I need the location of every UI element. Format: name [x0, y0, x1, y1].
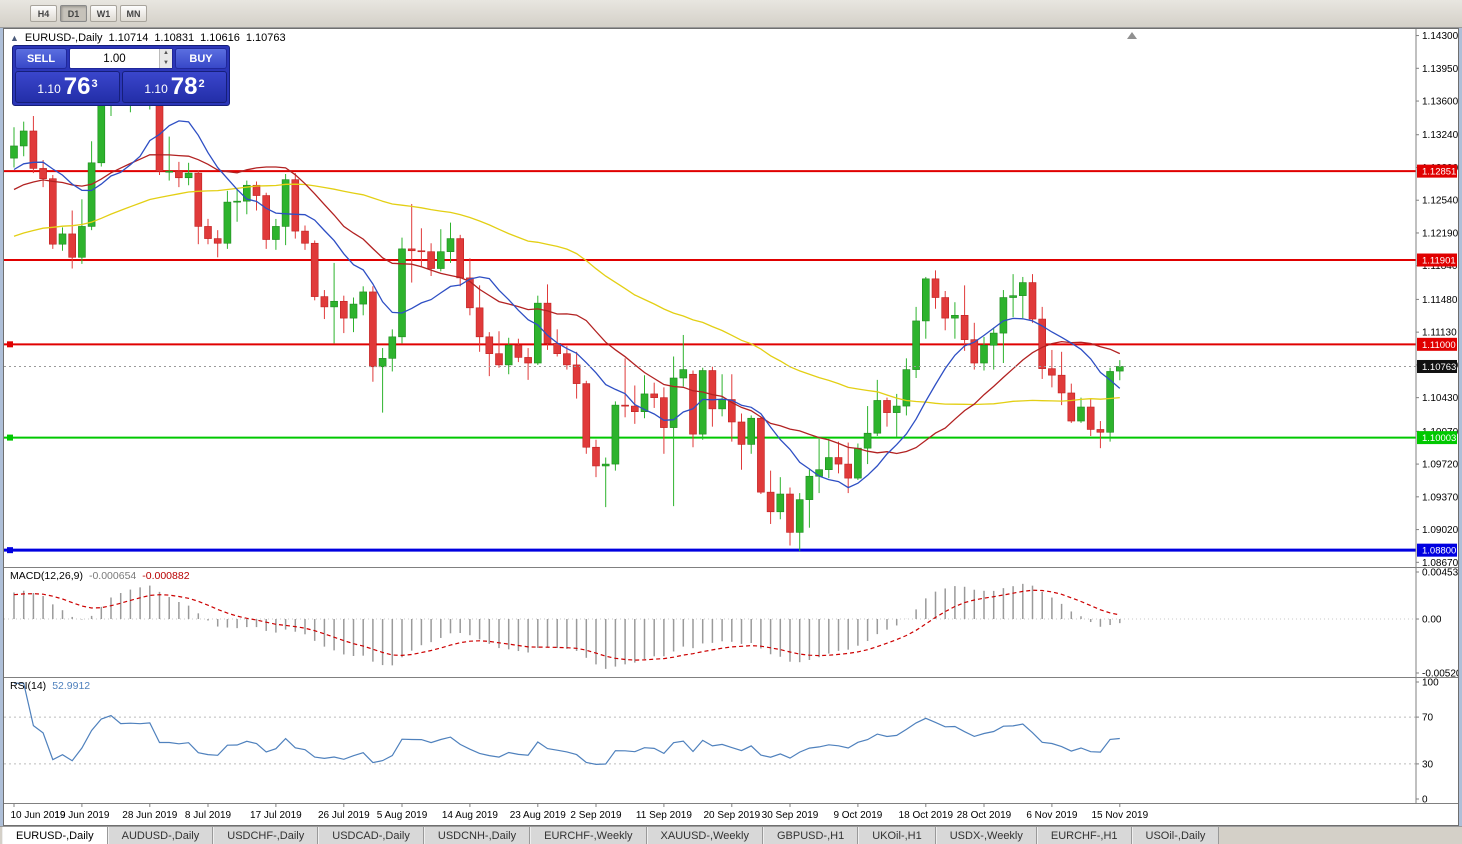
- symbol-period-label: EURUSD-,Daily: [24, 32, 103, 44]
- tab-usdx-weekly[interactable]: USDX-,Weekly: [935, 827, 1037, 844]
- sell-price-button[interactable]: 1.10 76 3: [15, 71, 120, 103]
- svg-text:0: 0: [1422, 795, 1428, 806]
- trade-panel-collapse-icon[interactable]: ▲: [10, 33, 19, 43]
- chart-tab-bar: EURUSD-,Daily AUDUSD-,Daily USDCHF-,Dail…: [0, 826, 1462, 844]
- svg-text:1.12540: 1.12540: [1422, 196, 1458, 207]
- svg-text:20 Sep 2019: 20 Sep 2019: [703, 810, 760, 821]
- sell-price-prefix: 1.10: [37, 82, 61, 96]
- tab-usoil-daily[interactable]: USOil-,Daily: [1131, 827, 1220, 844]
- buy-button[interactable]: BUY: [175, 48, 227, 69]
- svg-text:1.12851: 1.12851: [1422, 167, 1456, 178]
- sell-button[interactable]: SELL: [15, 48, 67, 69]
- svg-text:1.12190: 1.12190: [1422, 228, 1458, 239]
- ohlc-open: 1.10714: [108, 32, 149, 44]
- tab-audusd-daily[interactable]: AUDUSD-,Daily: [107, 827, 214, 844]
- svg-text:0.0045336: 0.0045336: [1422, 568, 1458, 579]
- svg-text:30 Sep 2019: 30 Sep 2019: [762, 810, 819, 821]
- svg-text:1.11130: 1.11130: [1422, 328, 1457, 339]
- svg-text:11 Sep 2019: 11 Sep 2019: [636, 810, 692, 821]
- svg-text:1.10430: 1.10430: [1422, 393, 1458, 404]
- svg-text:-0.0052050: -0.0052050: [1422, 669, 1458, 680]
- svg-text:6 Nov 2019: 6 Nov 2019: [1026, 810, 1078, 821]
- timeframe-mn-button[interactable]: MN: [120, 5, 147, 22]
- svg-text:1.09370: 1.09370: [1422, 492, 1458, 503]
- svg-text:14 Aug 2019: 14 Aug 2019: [442, 810, 499, 821]
- svg-text:17 Jul 2019: 17 Jul 2019: [250, 810, 302, 821]
- sell-price-big-digits: 76: [63, 73, 91, 100]
- svg-text:19 Jun 2019: 19 Jun 2019: [54, 810, 109, 821]
- volume-increase-icon[interactable]: ▲: [160, 49, 172, 59]
- svg-text:10 Jun 2019: 10 Jun 2019: [10, 810, 65, 821]
- macd-indicator-label: MACD(12,26,9) -0.000654 -0.000882: [10, 570, 190, 582]
- chart-title: ▲ EURUSD-,Daily 1.10714 1.10831 1.10616 …: [10, 32, 286, 44]
- rsi-value: 52.9912: [52, 680, 91, 692]
- timeframe-w1-button[interactable]: W1: [90, 5, 117, 22]
- ohlc-close: 1.10763: [245, 32, 286, 44]
- macd-main-value: -0.000654: [88, 570, 137, 582]
- ohlc-low: 1.10616: [200, 32, 240, 44]
- tab-eurchf-weekly[interactable]: EURCHF-,Weekly: [530, 827, 647, 844]
- svg-text:9 Oct 2019: 9 Oct 2019: [833, 810, 882, 821]
- svg-text:0.00: 0.00: [1422, 615, 1442, 626]
- tab-ukoil-h1[interactable]: UKOil-,H1: [858, 827, 936, 844]
- rsi-indicator-label: RSI(14) 52.9912: [10, 680, 90, 692]
- buy-price-prefix: 1.10: [144, 82, 168, 96]
- timeframe-d1-button[interactable]: D1: [60, 5, 87, 22]
- tab-usdcnh-daily[interactable]: USDCNH-,Daily: [423, 827, 531, 844]
- tab-xauusd-weekly[interactable]: XAUUSD-,Weekly: [646, 827, 763, 844]
- trade-panel-prices-row: 1.10 76 3 1.10 78 2: [15, 71, 227, 103]
- svg-text:2 Sep 2019: 2 Sep 2019: [570, 810, 622, 821]
- volume-decrease-icon[interactable]: ▼: [160, 58, 172, 68]
- svg-text:18 Oct 2019: 18 Oct 2019: [899, 810, 954, 821]
- svg-text:5 Aug 2019: 5 Aug 2019: [377, 810, 428, 821]
- svg-text:70: 70: [1422, 713, 1434, 724]
- chart-area: 1.143001.139501.136001.132401.128901.125…: [3, 28, 1459, 826]
- sell-price-pipette: 3: [91, 78, 98, 90]
- tab-usdcad-daily[interactable]: USDCAD-,Daily: [318, 827, 424, 844]
- volume-spinner: ▲ ▼: [159, 49, 172, 68]
- volume-value[interactable]: 1.00: [103, 52, 126, 65]
- svg-text:1.13600: 1.13600: [1422, 97, 1458, 108]
- svg-text:1.10763: 1.10763: [1422, 362, 1456, 373]
- svg-text:15 Nov 2019: 15 Nov 2019: [1091, 810, 1148, 821]
- timeframe-h4-button[interactable]: H4: [30, 5, 57, 22]
- volume-field[interactable]: 1.00 ▲ ▼: [69, 48, 173, 69]
- tab-eurchf-h1[interactable]: EURCHF-,H1: [1036, 827, 1132, 844]
- svg-text:1.11840: 1.11840: [1422, 261, 1458, 272]
- svg-text:26 Jul 2019: 26 Jul 2019: [318, 810, 370, 821]
- svg-text:28 Oct 2019: 28 Oct 2019: [957, 810, 1012, 821]
- svg-text:28 Jun 2019: 28 Jun 2019: [122, 810, 177, 821]
- svg-text:1.08800: 1.08800: [1422, 546, 1456, 557]
- tab-eurusd-daily[interactable]: EURUSD-,Daily: [2, 827, 108, 844]
- svg-text:1.08670: 1.08670: [1422, 558, 1458, 569]
- buy-price-pipette: 2: [198, 78, 205, 90]
- svg-text:1.13950: 1.13950: [1422, 64, 1458, 75]
- svg-text:23 Aug 2019: 23 Aug 2019: [510, 810, 567, 821]
- buy-price-big-digits: 78: [170, 73, 198, 100]
- rsi-name: RSI(14): [10, 680, 47, 692]
- svg-text:100: 100: [1422, 678, 1439, 689]
- svg-text:1.11480: 1.11480: [1422, 295, 1458, 306]
- svg-text:8 Jul 2019: 8 Jul 2019: [185, 810, 232, 821]
- svg-text:1.11000: 1.11000: [1422, 340, 1456, 351]
- timeframe-toolbar: H4 D1 W1 MN: [0, 0, 1462, 28]
- chart-canvas[interactable]: 1.143001.139501.136001.132401.128901.125…: [4, 29, 1458, 825]
- one-click-trading-panel: SELL 1.00 ▲ ▼ BUY 1.10 76 3 1.10 78 2: [12, 45, 230, 106]
- macd-signal-value: -0.000882: [142, 570, 190, 582]
- svg-text:1.09720: 1.09720: [1422, 460, 1458, 471]
- macd-name: MACD(12,26,9): [10, 570, 83, 582]
- tab-gbpusd-h1[interactable]: GBPUSD-,H1: [762, 827, 859, 844]
- svg-text:1.13240: 1.13240: [1422, 130, 1458, 141]
- svg-text:1.09020: 1.09020: [1422, 525, 1458, 536]
- tab-usdchf-daily[interactable]: USDCHF-,Daily: [213, 827, 319, 844]
- svg-text:1.14300: 1.14300: [1422, 31, 1458, 42]
- trade-panel-controls-row: SELL 1.00 ▲ ▼ BUY: [15, 48, 227, 69]
- svg-text:30: 30: [1422, 759, 1434, 770]
- buy-price-button[interactable]: 1.10 78 2: [122, 71, 227, 103]
- ohlc-high: 1.10831: [154, 32, 195, 44]
- svg-text:1.11901: 1.11901: [1422, 256, 1456, 267]
- svg-text:1.10003: 1.10003: [1422, 433, 1456, 444]
